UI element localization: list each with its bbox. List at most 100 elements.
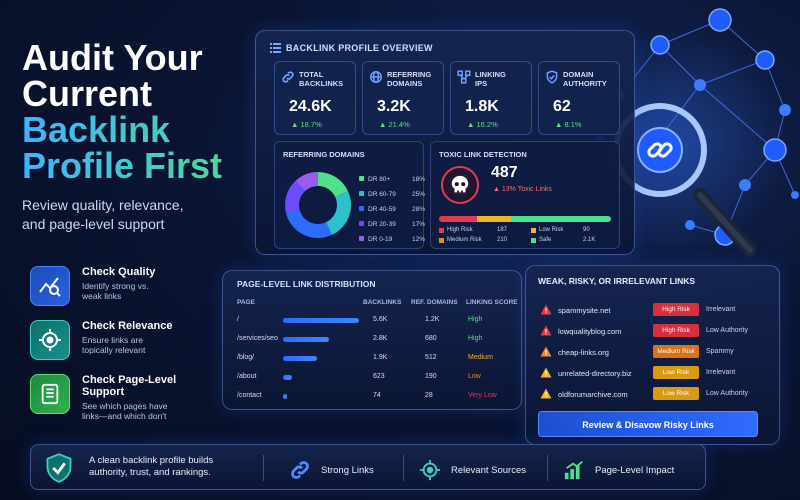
risk-bar-medium (476, 216, 512, 222)
ref-domains-value: 1.2K (425, 316, 440, 323)
donut-slice-4 (285, 172, 351, 238)
feature-item: Check Relevance Ensure links are topicall… (30, 320, 210, 364)
risk-reason: Low Authority (706, 390, 749, 397)
warning-icon (540, 325, 552, 336)
domain-name: lowqualityblog.com (558, 327, 622, 336)
legend-swatch (359, 206, 364, 211)
divider (403, 455, 404, 481)
domain-name: spammysite.net (558, 306, 611, 315)
metric-label: Linking IPs (475, 70, 506, 88)
hero-title-line: Current (22, 73, 153, 114)
domain-name: unrelated-directory.biz (558, 369, 632, 378)
summary-item-page-level-impact: Page-Level Impact (563, 459, 674, 481)
hero-title-line: Audit Your (22, 37, 203, 78)
list-icon (270, 43, 281, 53)
backlinks-bar (283, 394, 287, 399)
risk-bar-safe (511, 216, 611, 222)
warning-icon (540, 388, 552, 399)
toxic-link-card: TOXIC LINK DETECTION 487 ▲ 13% Toxic Lin… (430, 141, 620, 249)
legend-swatch (359, 176, 364, 181)
warning-icon (540, 346, 552, 357)
risk-legend-item: Low Risk (531, 227, 583, 233)
backlink-overview-panel: BACKLINK PROFILE OVERVIEW Total Backlinks… (255, 30, 635, 255)
list-item[interactable]: unrelated-directory.biz Low Risk Irrelevan… (526, 363, 781, 383)
table-row: /blog/1.9K 512 Medium (223, 349, 523, 367)
warning-icon (540, 367, 552, 378)
linking-score: Very Low (468, 392, 497, 399)
feature-title: Check Page-Level Support (82, 374, 177, 398)
metric-label: Domain Authority (563, 70, 607, 88)
list-item[interactable]: spammysite.net High Risk Irrelevant (526, 300, 781, 320)
shield-icon (546, 70, 558, 84)
metric-value: 24.6K (289, 98, 332, 115)
risk-badge: High Risk (653, 324, 699, 337)
divider (547, 455, 548, 481)
metric-change: ▲ 21.4% (379, 120, 410, 129)
warning-icon (540, 304, 552, 315)
risk-distribution-bar (439, 216, 611, 222)
risk-bar-high (439, 216, 477, 222)
metric-value: 1.8K (465, 98, 499, 115)
panel-title: WEAK, RISKY, OR IRRELEVANT LINKS (538, 276, 696, 286)
feature-desc: See which pages have links—and which don'… (82, 401, 168, 421)
risk-legend-item: Medium Risk (439, 237, 497, 243)
hero-subtitle: Review quality, relevance, and page-leve… (22, 196, 262, 234)
risk-badge: Medium Risk (653, 345, 699, 358)
toxic-change: ▲ 13% Toxic Links (493, 186, 552, 193)
risk-legend-item: Safe (531, 237, 583, 243)
chart-search-icon (30, 266, 70, 306)
dr-legend-row: DR 80+ 18% (359, 172, 425, 187)
feature-title: Check Quality (82, 266, 156, 278)
legend-swatch (531, 227, 536, 233)
toxic-count: 487 (491, 164, 518, 181)
risk-reason: Irrelevant (706, 306, 736, 313)
metric-card-linking-ips: Linking IPs 1.8K ▲ 16.2% (450, 61, 532, 135)
dr-legend-row: DR 60-79 25% (359, 187, 425, 202)
column-header-backlinks: BACKLINKS (363, 299, 402, 306)
hero-subtitle-line: Review quality, relevance, (22, 197, 184, 213)
ref-domains-value: 512 (425, 354, 437, 361)
feature-desc: Ensure links are topically relevant (82, 335, 146, 355)
hero-title-line: Backlink (22, 112, 262, 148)
risk-legend: High Risk 187 Low Risk 90 Medium Risk 21… (439, 225, 611, 245)
shield-check-icon (46, 453, 72, 483)
list-item[interactable]: lowqualityblog.com High Risk Low Authority (526, 321, 781, 341)
list-item[interactable]: oldforumarchive.com Low Risk Low Authority (526, 384, 781, 404)
page-path: /services/seo (237, 335, 278, 342)
legend-swatch (439, 227, 444, 233)
risk-badge: Low Risk (653, 366, 699, 379)
hero-title-line: Profile First (22, 148, 262, 184)
feature-item: Check Page-Level Support See which pages… (30, 374, 210, 421)
summary-text: A clean backlink profile builds authority… (89, 455, 214, 478)
metric-label: Total Backlinks (299, 70, 344, 88)
risk-legend-value: 187 (497, 227, 508, 233)
linking-score: High (468, 316, 483, 323)
referring-domains-card: REFERRING DOMAINS DR 80+ 18% DR 60-79 25% … (274, 141, 425, 249)
panel-title: BACKLINK PROFILE OVERVIEW (286, 43, 433, 53)
page-path: /contact (237, 392, 262, 399)
feature-title: Check Relevance (82, 320, 173, 332)
feature-list: Check Quality Identify strong vs. weak li… (30, 266, 210, 428)
risk-reason: Low Authority (706, 327, 749, 334)
list-item[interactable]: cheap-links.org Medium Risk Spammy (526, 342, 781, 362)
page-level-distribution-panel: PAGE-LEVEL LINK DISTRIBUTION PAGE BACKLI… (222, 270, 522, 410)
risk-badge: Low Risk (653, 387, 699, 400)
target-icon (419, 459, 441, 481)
panel-title: PAGE-LEVEL LINK DISTRIBUTION (237, 279, 376, 289)
table-row: / 5.6K 1.2K High (223, 311, 523, 329)
page-path: / (237, 316, 239, 323)
legend-swatch (359, 221, 364, 226)
dr-legend-row: DR 40-59 28% (359, 202, 425, 217)
target-icon (30, 320, 70, 360)
review-disavow-button[interactable]: Review & Disavow Risky Links (538, 411, 758, 437)
dr-legend-row: DR 0-19 12% (359, 232, 425, 247)
metric-change: ▲ 16.2% (467, 120, 498, 129)
dr-legend-row: DR 20-39 17% (359, 217, 425, 232)
donut-slice-3 (285, 172, 351, 238)
metric-value: 3.2K (377, 98, 411, 115)
linking-score: High (468, 335, 483, 342)
backlinks-value: 623 (373, 373, 385, 380)
metric-change: ▲ 8.1% (555, 120, 582, 129)
backlinks-bar (283, 375, 293, 380)
linking-score: Medium (468, 354, 493, 361)
